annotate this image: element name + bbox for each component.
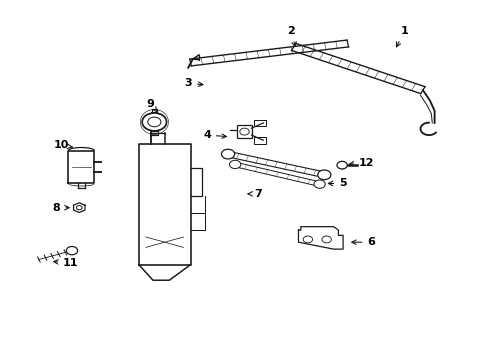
Text: 3: 3 (184, 78, 203, 88)
Text: 8: 8 (53, 203, 69, 213)
Circle shape (229, 160, 240, 168)
Text: 5: 5 (327, 179, 346, 188)
FancyBboxPatch shape (253, 120, 265, 126)
Ellipse shape (68, 148, 94, 154)
Text: 9: 9 (146, 99, 157, 112)
Polygon shape (68, 150, 94, 184)
Circle shape (76, 206, 82, 210)
Text: 12: 12 (349, 158, 373, 168)
Circle shape (221, 149, 234, 159)
Circle shape (303, 236, 312, 243)
Circle shape (66, 247, 78, 255)
Text: 10: 10 (54, 140, 72, 150)
Circle shape (142, 113, 166, 131)
Polygon shape (139, 144, 190, 265)
Circle shape (313, 180, 325, 188)
FancyBboxPatch shape (237, 125, 251, 138)
Text: 2: 2 (287, 26, 296, 46)
Text: 6: 6 (351, 237, 374, 247)
Polygon shape (73, 203, 85, 212)
Circle shape (239, 128, 249, 135)
Text: 4: 4 (203, 130, 226, 140)
Circle shape (321, 236, 331, 243)
Text: 11: 11 (54, 258, 79, 268)
Circle shape (317, 170, 330, 180)
Text: 7: 7 (247, 189, 262, 199)
Circle shape (336, 161, 346, 169)
Text: 1: 1 (396, 26, 407, 47)
Ellipse shape (68, 181, 94, 186)
Polygon shape (298, 227, 343, 249)
FancyBboxPatch shape (253, 137, 265, 144)
